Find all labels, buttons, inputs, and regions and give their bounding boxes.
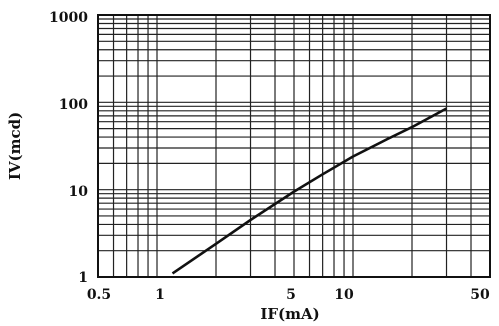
x-tick-labels: 0.5 1 5 10 50	[87, 287, 490, 303]
y-axis-title: IV(mcd)	[6, 112, 24, 180]
x-tick-label: 10	[334, 287, 354, 303]
y-tick-labels: 1 10 100 1000	[49, 10, 88, 286]
series-layer	[171, 107, 448, 275]
x-tick-label: 5	[286, 287, 296, 303]
y-tick-label: 10	[69, 184, 89, 200]
y-tick-label: 100	[59, 97, 88, 113]
x-axis-title: IF(mA)	[260, 305, 319, 323]
grid-lines	[98, 15, 490, 277]
plot-frame	[97, 14, 491, 278]
series-line	[171, 107, 448, 275]
y-tick-label: 1	[78, 270, 88, 286]
y-tick-label: 1000	[49, 10, 88, 26]
x-tick-label: 0.5	[87, 287, 111, 303]
x-tick-label: 1	[155, 287, 165, 303]
x-tick-label: 50	[470, 287, 490, 303]
